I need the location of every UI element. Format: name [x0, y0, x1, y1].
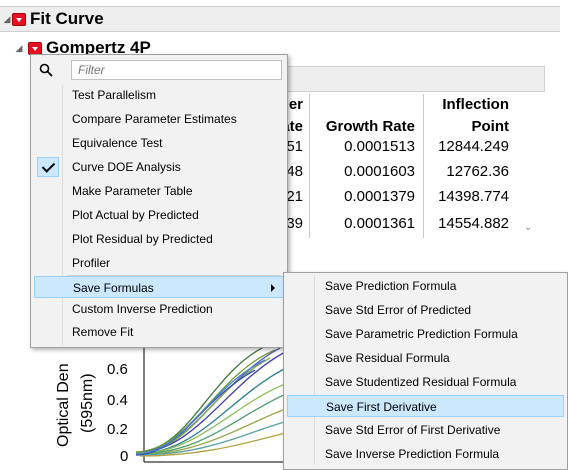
submenu-item-save-inverse-prediction-formula[interactable]: Save Inverse Prediction Formula [287, 443, 564, 465]
menu-item-test-parallelism[interactable]: Test Parallelism [34, 84, 284, 106]
menu-icon-gutter [62, 85, 63, 345]
menu-item-plot-actual-by-predicted[interactable]: Plot Actual by Predicted [34, 204, 284, 226]
y-tick-label: 0 [120, 448, 128, 465]
filter-row [31, 55, 287, 85]
menu-item-label: Remove Fit [72, 325, 134, 339]
menu-item-compare-parameter-estimates[interactable]: Compare Parameter Estimates [34, 108, 284, 130]
menu-separator [67, 275, 281, 276]
model-title: Gompertz 4P [46, 38, 151, 57]
col-header-inflection-point: Inflection Point [417, 94, 509, 138]
red-triangle-menu-icon[interactable] [12, 12, 26, 26]
y-axis-label-line1: Optical Den [55, 363, 72, 447]
curve [135, 403, 299, 456]
submenu-item-save-studentized-residual-formula[interactable]: Save Studentized Residual Formula [287, 371, 564, 393]
col-header-growth-rate-label: Growth Rate [325, 118, 415, 135]
save-formulas-submenu: Save Prediction Formula Save Std Error o… [283, 272, 568, 470]
submenu-item-save-std-error-of-first-derivative[interactable]: Save Std Error of First Derivative [287, 419, 564, 441]
menu-item-make-parameter-table[interactable]: Make Parameter Table [34, 180, 284, 202]
menu-item-label: Compare Parameter Estimates [72, 112, 237, 126]
menu-item-label: Save Std Error of Predicted [325, 303, 472, 317]
table-cell: 14398.774 [438, 188, 509, 205]
y-tick-label: 0.6 [107, 361, 128, 378]
menu-item-label: Plot Residual by Predicted [72, 232, 213, 246]
curve [135, 365, 291, 455]
menu-item-plot-residual-by-predicted[interactable]: Plot Residual by Predicted [34, 228, 284, 250]
curve [139, 429, 299, 457]
submenu-item-save-parametric-prediction-formula[interactable]: Save Parametric Prediction Formula [287, 323, 564, 345]
menu-item-label: Curve DOE Analysis [72, 160, 181, 174]
menu-item-equivalence-test[interactable]: Equivalence Test [34, 132, 284, 154]
menu-item-label: Test Parallelism [72, 88, 157, 102]
table-cell: 0.0001379 [344, 188, 415, 205]
col-header-growth-rate: Growth Rate [307, 116, 415, 138]
menu-item-label: Make Parameter Table [72, 184, 193, 198]
table-cell: 0.0001361 [344, 215, 415, 232]
menu-item-label: Save Parametric Prediction Formula [325, 327, 518, 341]
table-cell: 39 [286, 215, 303, 232]
menu-item-label: Save Studentized Residual Formula [325, 375, 517, 389]
filter-input[interactable] [71, 60, 282, 80]
menu-icon-gutter [314, 275, 315, 465]
curve [135, 389, 296, 455]
table-cell: 0.0001513 [344, 138, 415, 155]
y-axis-label-line2: (595nm) [79, 373, 96, 433]
submenu-item-save-residual-formula[interactable]: Save Residual Formula [287, 347, 564, 369]
col-header-inflection-line1: Inflection [442, 96, 509, 113]
y-tick-label: 0.4 [107, 392, 128, 409]
menu-item-curve-doe-analysis[interactable]: Curve DOE Analysis [34, 156, 284, 178]
table-cell: 51 [286, 138, 303, 155]
table-cell: 12844.249 [438, 138, 509, 155]
table-cell: 0.0001603 [344, 163, 415, 180]
fitted-curves [135, 343, 299, 457]
menu-item-remove-fit[interactable]: Remove Fit [34, 321, 284, 343]
submenu-item-save-std-error-of-predicted[interactable]: Save Std Error of Predicted [287, 299, 564, 321]
submenu-item-save-prediction-formula[interactable]: Save Prediction Formula [287, 275, 564, 297]
y-tick-label: 0.2 [107, 421, 128, 438]
menu-item-label: Save Std Error of First Derivative [325, 423, 501, 437]
submenu-arrow-icon [271, 284, 275, 292]
scroll-down-arrow-icon[interactable]: ⌄ [524, 222, 533, 233]
menu-item-label: Profiler [72, 256, 111, 270]
menu-item-custom-inverse-prediction[interactable]: Custom Inverse Prediction [34, 298, 284, 320]
fit-curve-title: Fit Curve [30, 9, 104, 28]
menu-item-label: Plot Actual by Predicted [72, 208, 199, 222]
disclosure-triangle-icon[interactable]: ◢ [3, 14, 11, 24]
curve [135, 417, 299, 456]
submenu-item-save-first-derivative[interactable]: Save First Derivative [287, 395, 564, 417]
curve [135, 359, 266, 455]
red-triangle-popup-menu: Test Parallelism Compare Parameter Estim… [30, 54, 288, 348]
menu-item-label: Save Formulas [73, 281, 154, 295]
table-cell: 21 [286, 188, 303, 205]
table-cell: 48 [286, 163, 303, 180]
menu-item-label: Save Residual Formula [325, 351, 450, 365]
menu-item-save-formulas[interactable]: Save Formulas [34, 276, 284, 298]
col-header-inflection-line2: Point [471, 118, 510, 135]
search-icon [39, 63, 53, 77]
menu-item-profiler[interactable]: Profiler [34, 252, 284, 274]
curve [135, 381, 291, 455]
table-cell: 12762.36 [446, 163, 509, 180]
checkmark-icon [37, 157, 59, 177]
fit-curve-outline-header[interactable]: ◢ Fit Curve [0, 6, 560, 32]
fitted-curves-plot: Optical Den (595nm) 0.6 0.4 0.2 0 [55, 340, 300, 465]
menu-item-label: Equivalence Test [72, 136, 163, 150]
col-header-rate-line1: er [288, 96, 303, 113]
gompertz-outline-header[interactable]: ◢ Gompertz 4P [14, 36, 560, 60]
disclosure-triangle-icon[interactable]: ◢ [15, 43, 23, 53]
curve [135, 343, 271, 453]
menu-item-label: Save First Derivative [326, 400, 437, 414]
column-divider [423, 94, 424, 238]
menu-item-label: Save Inverse Prediction Formula [325, 447, 500, 461]
red-triangle-menu-icon[interactable] [28, 41, 42, 55]
column-divider [309, 94, 310, 238]
menu-item-label: Save Prediction Formula [325, 279, 457, 293]
menu-item-label: Custom Inverse Prediction [72, 302, 213, 316]
table-cell: 14554.882 [438, 215, 509, 232]
